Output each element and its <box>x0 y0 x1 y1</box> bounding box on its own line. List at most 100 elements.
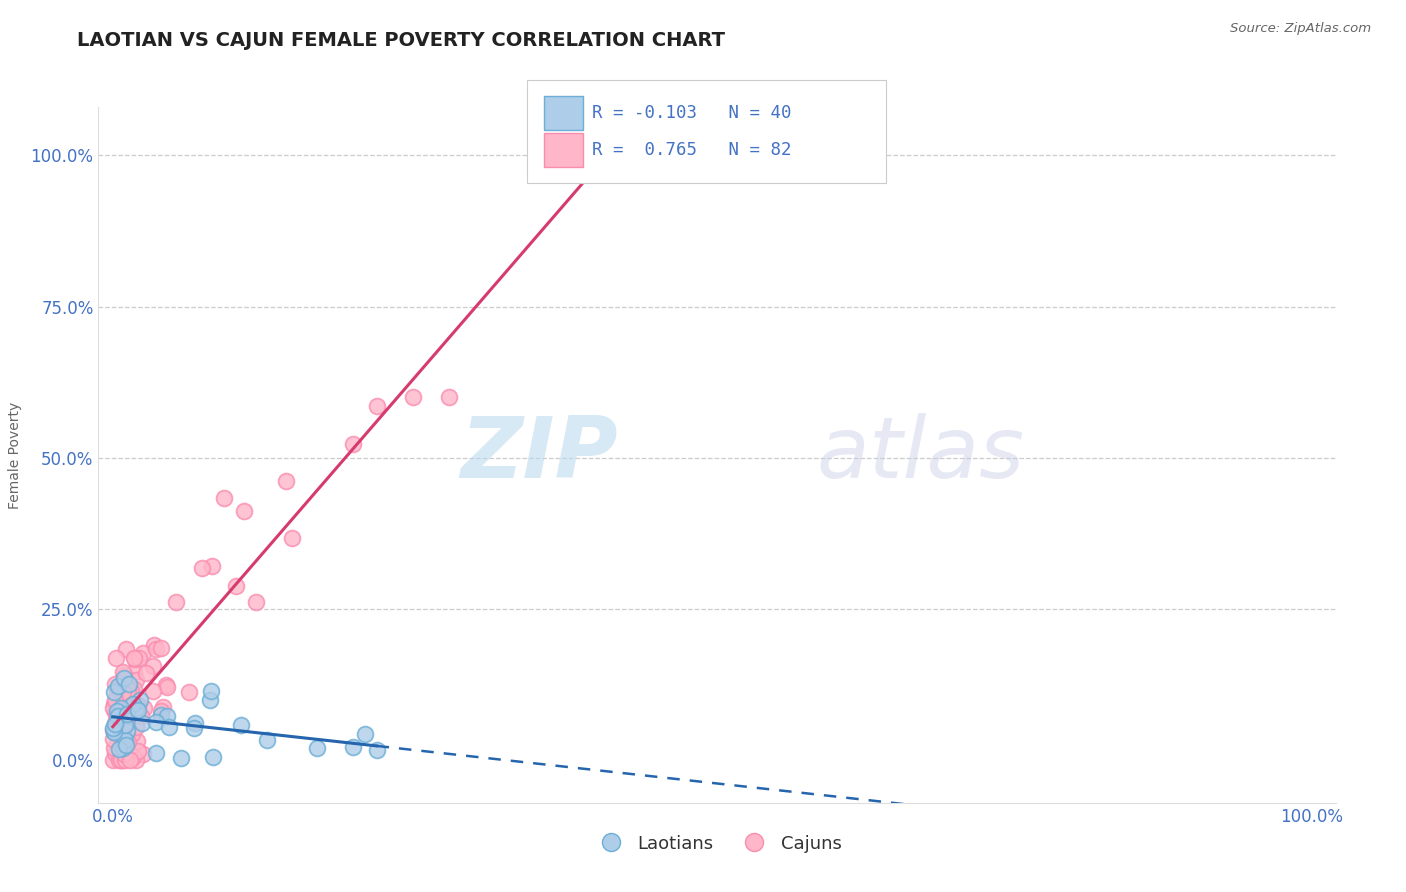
Point <box>281 532 304 546</box>
Point <box>121 726 143 740</box>
Point <box>127 703 149 717</box>
Point <box>112 667 135 681</box>
Point <box>127 744 149 758</box>
Point <box>103 721 125 735</box>
Point <box>112 671 135 685</box>
Point <box>122 750 145 764</box>
Point <box>165 595 187 609</box>
Point <box>122 697 145 711</box>
Point <box>149 708 172 723</box>
Point <box>125 734 148 748</box>
Point <box>157 720 180 734</box>
Point <box>190 560 212 574</box>
Point <box>342 436 364 450</box>
Point <box>114 717 136 731</box>
Point <box>145 641 167 656</box>
Point <box>117 735 139 749</box>
Point <box>107 714 129 728</box>
Point <box>274 474 297 488</box>
Text: LAOTIAN VS CAJUN FEMALE POVERTY CORRELATION CHART: LAOTIAN VS CAJUN FEMALE POVERTY CORRELAT… <box>77 31 725 50</box>
Point <box>115 642 138 657</box>
Point <box>117 683 139 698</box>
Point <box>124 651 146 665</box>
Point <box>105 704 128 718</box>
Point <box>111 738 134 752</box>
Point <box>305 741 328 756</box>
Point <box>103 731 125 746</box>
Point <box>110 754 132 768</box>
Point <box>104 715 127 730</box>
Point <box>111 754 134 768</box>
Point <box>108 742 131 756</box>
Point <box>129 692 152 706</box>
Point <box>145 715 167 730</box>
Point <box>104 746 127 760</box>
Point <box>142 638 165 652</box>
Point <box>112 741 135 756</box>
Point <box>170 751 193 765</box>
Point <box>128 651 150 665</box>
Point <box>110 701 132 715</box>
Point <box>202 749 225 764</box>
Point <box>132 646 155 660</box>
Point <box>366 399 388 413</box>
Point <box>134 701 156 715</box>
Point <box>142 684 165 698</box>
Point <box>115 738 138 752</box>
Point <box>104 676 127 690</box>
Point <box>142 658 165 673</box>
Point <box>229 718 252 732</box>
Point <box>156 709 179 723</box>
Point <box>115 723 138 738</box>
Point <box>177 685 200 699</box>
Point <box>111 665 134 679</box>
Point <box>118 714 141 728</box>
Point <box>118 677 141 691</box>
Point <box>104 706 127 720</box>
Point <box>366 743 388 757</box>
Point <box>225 579 247 593</box>
Point <box>135 665 157 680</box>
Point <box>114 754 136 768</box>
Point <box>184 716 207 731</box>
Point <box>107 709 129 723</box>
Point <box>129 709 152 723</box>
Legend: Laotians, Cajuns: Laotians, Cajuns <box>585 828 849 860</box>
Point <box>122 665 145 679</box>
Point <box>110 731 132 745</box>
Point <box>145 746 167 760</box>
Text: R =  0.765   N = 82: R = 0.765 N = 82 <box>592 141 792 159</box>
Point <box>132 747 155 762</box>
Point <box>125 673 148 687</box>
Point <box>131 715 153 730</box>
Point <box>125 702 148 716</box>
Point <box>183 722 205 736</box>
Point <box>118 754 141 768</box>
Point <box>125 754 148 768</box>
Point <box>125 709 148 723</box>
Point <box>155 678 177 692</box>
Point <box>103 684 125 698</box>
Point <box>103 724 125 739</box>
Point <box>124 682 146 697</box>
Point <box>112 695 135 709</box>
Point <box>200 684 222 698</box>
Text: atlas: atlas <box>815 413 1024 497</box>
Point <box>120 684 142 698</box>
Point <box>103 724 125 739</box>
Point <box>212 491 235 506</box>
Text: Source: ZipAtlas.com: Source: ZipAtlas.com <box>1230 22 1371 36</box>
Point <box>114 733 136 747</box>
Point <box>152 699 174 714</box>
Point <box>353 727 375 741</box>
Point <box>111 685 134 699</box>
Point <box>127 698 149 713</box>
Point <box>107 679 129 693</box>
Point <box>437 391 460 405</box>
Point <box>105 707 128 722</box>
Point <box>342 739 364 754</box>
Y-axis label: Female Poverty: Female Poverty <box>8 401 22 508</box>
Point <box>110 714 132 728</box>
Point <box>150 640 173 655</box>
Point <box>104 723 127 737</box>
